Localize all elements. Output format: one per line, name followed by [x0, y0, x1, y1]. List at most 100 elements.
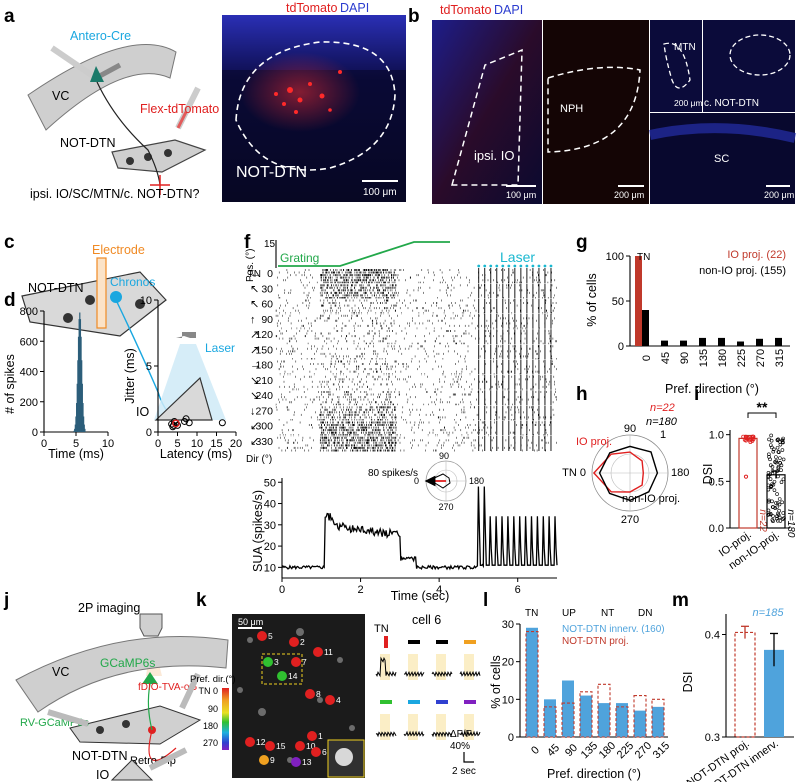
- bar-innerv: [598, 703, 610, 737]
- tdtomato-signal: [240, 52, 360, 132]
- cell-dot-non-io: [768, 472, 772, 477]
- histogram-bar: [83, 424, 85, 432]
- vc-cortex-shape: [15, 635, 229, 713]
- bar-proj: [579, 691, 593, 738]
- polar-tick-180: 180: [469, 476, 484, 486]
- neuron-dot: [126, 157, 134, 165]
- direction-bar: [436, 700, 448, 704]
- y-tick-label: 10: [502, 694, 514, 706]
- stain-label-tdtomato: tdTomato: [286, 1, 337, 15]
- neuron-dot: [122, 720, 130, 728]
- colorbar: [222, 688, 229, 750]
- y-tick-label: 20: [502, 657, 514, 669]
- io-shape: [154, 376, 213, 421]
- calcium-trace: [375, 656, 397, 678]
- cell-dot-non-io: [775, 438, 780, 443]
- histogram-bar: [81, 383, 83, 432]
- histogram-bar: [76, 403, 78, 432]
- cell-number: 3: [274, 657, 279, 667]
- cell-marker: [295, 741, 305, 751]
- tile-nph: [543, 20, 649, 204]
- y-axis-label: DSI: [681, 672, 695, 693]
- x-tick-label: 15: [210, 438, 222, 450]
- laser-pulse: [495, 264, 499, 268]
- cell-dot-non-io: [778, 456, 782, 460]
- cell-number: 4: [336, 695, 341, 705]
- panel-i-chart: DSI 0.0 0.5 1.0 n=22 n=180 ** IO-proj.non-I…: [701, 399, 796, 572]
- scatter-point: [174, 421, 181, 429]
- laser-pulse: [489, 264, 493, 268]
- x-axis-label: Time (sec): [391, 589, 450, 603]
- direction-arrow: →: [250, 360, 261, 372]
- x-tick-label: 0: [641, 355, 653, 361]
- x-tick-label: 135: [579, 740, 600, 761]
- panel-letter-j: j: [3, 590, 9, 611]
- y-tick-label: 40: [264, 499, 276, 511]
- dsi-bar: [738, 437, 758, 529]
- stimulus-window: [408, 714, 418, 740]
- y-tick-label: 0: [618, 341, 624, 353]
- vc-label: VC: [52, 89, 69, 103]
- y-tick-label: 10: [140, 295, 152, 307]
- bar-proj: [597, 683, 611, 738]
- dir-label-nt: NT: [601, 608, 614, 619]
- laser-pulse: [483, 264, 487, 268]
- panel-d-chart: # of spikes 0 200 400 600 800 0 5 10 Time (ms): [3, 306, 114, 461]
- time-scale-label: 2 sec: [452, 766, 476, 777]
- cell-number: 13: [302, 757, 312, 767]
- y-ticks: 0 50 100: [606, 251, 630, 353]
- x-ticks: 0 5 10 15 20: [155, 432, 242, 450]
- x-axis-label: Latency (ms): [160, 447, 232, 461]
- histogram-bar: [80, 336, 82, 432]
- histogram-bar: [79, 319, 82, 432]
- cell-dot-non-io: [774, 459, 779, 463]
- bar-innerv: [562, 680, 574, 737]
- bars: [525, 627, 665, 738]
- not-dtn-label: NOT-DTN: [72, 749, 128, 763]
- tile-scale-label: 200 μm: [614, 190, 644, 200]
- electrode-label: Electrode: [92, 243, 145, 257]
- objective-shape: [139, 613, 163, 637]
- panel-letters: a b c d e f g h i j k l m: [3, 6, 699, 611]
- panel-c-diagram: NOT-DTN Electrode Chronos Laser IO: [21, 243, 235, 421]
- cell-dot-non-io: [776, 450, 781, 454]
- cell-dot-non-io: [776, 513, 781, 517]
- panel-h-polar: n=22 n=180 90 1 180 270 TN 0 IO proj. no…: [562, 402, 689, 526]
- cell-number: 7: [302, 657, 307, 667]
- legend-non-io: non-IO proj. (155): [699, 265, 786, 277]
- n-label: n=180: [785, 509, 796, 538]
- cell-dot-io: [749, 437, 754, 442]
- x-axis-label: Pref. direction (°): [665, 382, 759, 396]
- laser-beam: [154, 344, 226, 420]
- pipette-fdio: [179, 672, 201, 710]
- stimulus-window: [408, 654, 418, 680]
- colorbar-title: Pref. dir.(°): [190, 674, 236, 685]
- cell-dot-non-io: [777, 502, 782, 507]
- cell-marker: [259, 755, 269, 765]
- tile-scale-label: 100 μm: [506, 190, 536, 200]
- scatter-point: [185, 419, 193, 427]
- stimulus-window: [380, 714, 390, 740]
- histogram-bar: [75, 416, 77, 432]
- not-dtn-outline: [235, 41, 396, 171]
- stain-label-dapi: DAPI: [494, 3, 523, 17]
- x-tick-label: 4: [436, 584, 442, 596]
- cell-dot-non-io: [767, 452, 771, 457]
- imaging-label: 2P imaging: [78, 601, 140, 615]
- direction-label: 330: [255, 436, 273, 448]
- io-label: IO: [96, 768, 109, 782]
- c-not-dtn-outline: [729, 34, 791, 76]
- polar-tuning-curve: [428, 473, 451, 489]
- y-tick-label: 50: [264, 477, 276, 489]
- x-tick-label: 45: [545, 742, 562, 759]
- tile-scale-label: 200 μm: [764, 190, 794, 200]
- zoom-box: [261, 653, 303, 685]
- tile-scale-label: 200 μm: [674, 98, 703, 108]
- bar-innerv: [634, 710, 646, 737]
- fdio-label: fDIO-TVA-oG: [138, 682, 197, 693]
- bar-innerv: [652, 706, 664, 737]
- cell-number: 9: [270, 755, 275, 765]
- panel-g-chart: % of cells 0 50 100 0 45 90 135 180 225 270 315 T…: [585, 249, 790, 396]
- non-io-tuning-curve: [598, 445, 659, 502]
